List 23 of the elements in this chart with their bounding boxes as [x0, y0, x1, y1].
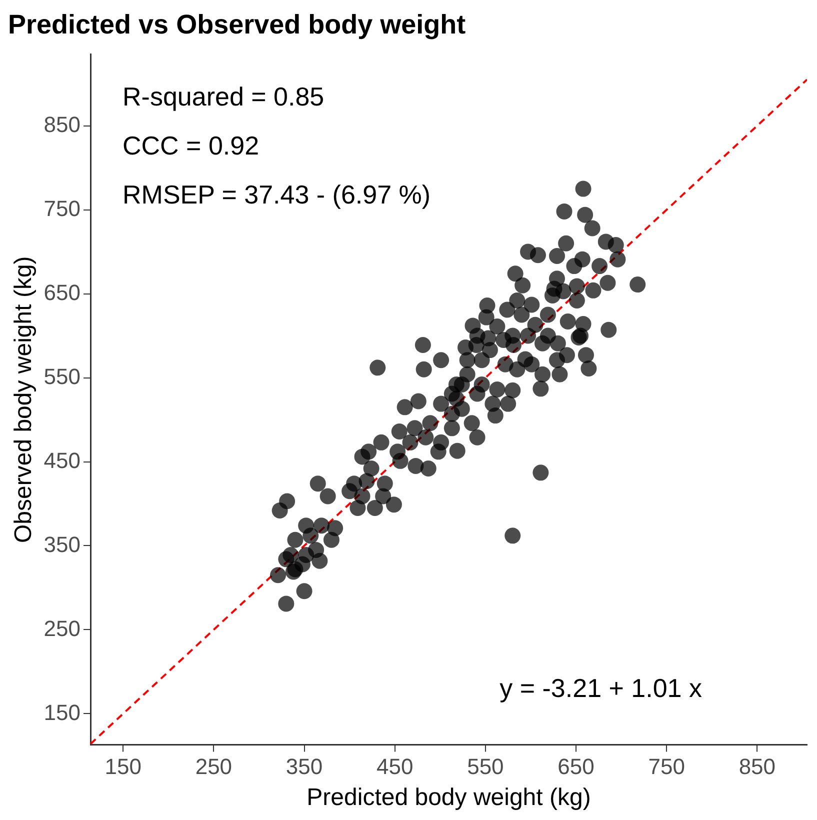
x-tick-label: 450	[376, 754, 414, 780]
annotation: CCC = 0.92	[122, 130, 260, 161]
y-tick-label: 650	[44, 280, 81, 305]
x-axis-title: Predicted body weight (kg)	[306, 784, 591, 812]
y-tick-label: 750	[44, 196, 81, 221]
x-tick-label: 250	[195, 754, 232, 780]
y-tick-label: 150	[44, 700, 81, 725]
y-tick-label: 350	[44, 532, 81, 557]
y-tick-label: 450	[44, 448, 81, 473]
y-tick-label: 250	[44, 616, 81, 641]
annotation: y = -3.21 + 1.01 x	[500, 672, 702, 703]
x-tick-label: 650	[558, 754, 594, 780]
y-axis-title: Observed body weight (kg)	[10, 256, 38, 544]
y-tick-label: 550	[44, 364, 81, 389]
x-tick-label: 750	[648, 754, 685, 780]
x-tick-label: 350	[286, 754, 323, 780]
chart-title: Predicted vs Observed body weight	[8, 10, 466, 40]
x-tick-label: 550	[467, 754, 504, 780]
x-tick-label: 150	[104, 754, 142, 780]
y-tick-label: 850	[44, 112, 81, 137]
annotation: R-squared = 0.85	[122, 82, 324, 112]
annotation: RMSEP = 37.43 - (6.97 %)	[122, 180, 431, 210]
x-tick-label: 850	[738, 754, 776, 780]
